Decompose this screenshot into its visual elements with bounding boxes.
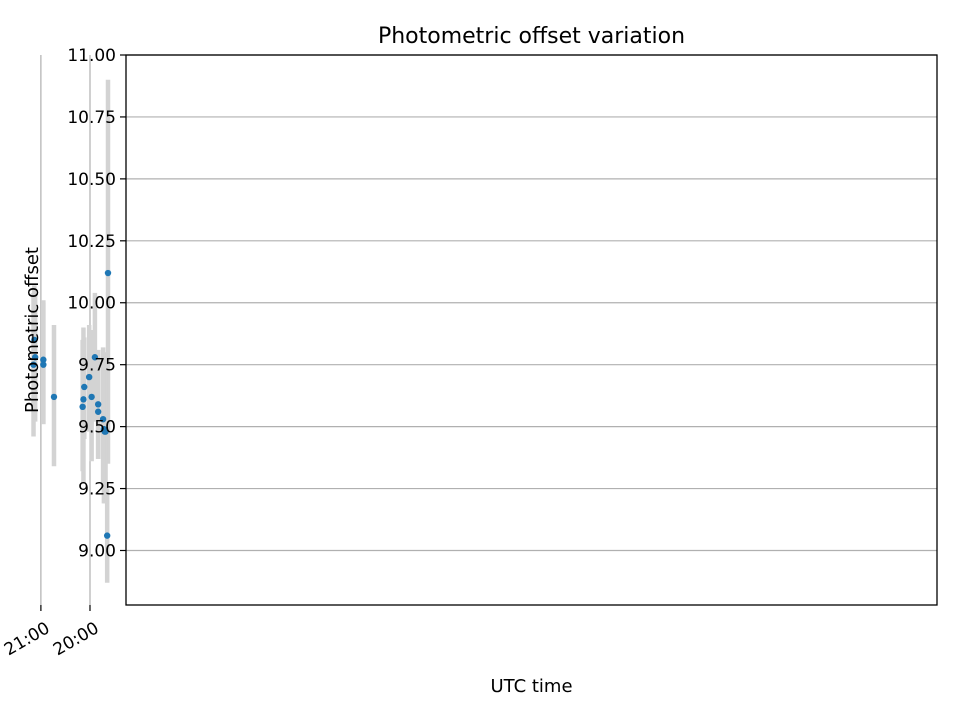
chart-title: Photometric offset variation (378, 24, 685, 49)
y-tick-label: 10.25 (67, 232, 116, 252)
data-point (30, 361, 37, 368)
y-tick-label: 9.00 (78, 541, 116, 561)
data-point (85, 373, 93, 381)
x-axis-label: UTC time (490, 676, 572, 697)
y-axis-label: Photometric offset (22, 247, 43, 413)
data-point (104, 269, 112, 277)
y-tick-label: 9.75 (78, 356, 116, 376)
data-point (50, 393, 58, 401)
data-point (103, 532, 111, 539)
data-point (81, 383, 88, 391)
y-axis-ticks: 9.00 9.25 9.50 9.75 10.00 10.25 10.50 10.75 11.0… (67, 46, 126, 561)
data-point (91, 354, 99, 361)
data-point (31, 336, 38, 344)
data-point (31, 354, 39, 361)
plot-area-frame (125, 54, 938, 606)
data-point (94, 408, 102, 415)
data-point (94, 401, 102, 408)
data-point (100, 425, 108, 433)
data-point (40, 361, 47, 368)
y-tick-label: 11.00 (67, 46, 116, 66)
data-points (30, 269, 112, 539)
y-tick-label: 10.75 (67, 108, 116, 128)
data-point (40, 356, 47, 363)
y-tick-label: 10.50 (67, 170, 116, 190)
data-point (80, 396, 87, 403)
y-tick-label: 9.50 (78, 418, 116, 438)
data-point (88, 393, 95, 401)
data-point (99, 415, 107, 423)
y-tick-label: 9.25 (78, 480, 116, 500)
y-tick-label: 10.00 (67, 294, 116, 314)
data-point (79, 403, 86, 411)
